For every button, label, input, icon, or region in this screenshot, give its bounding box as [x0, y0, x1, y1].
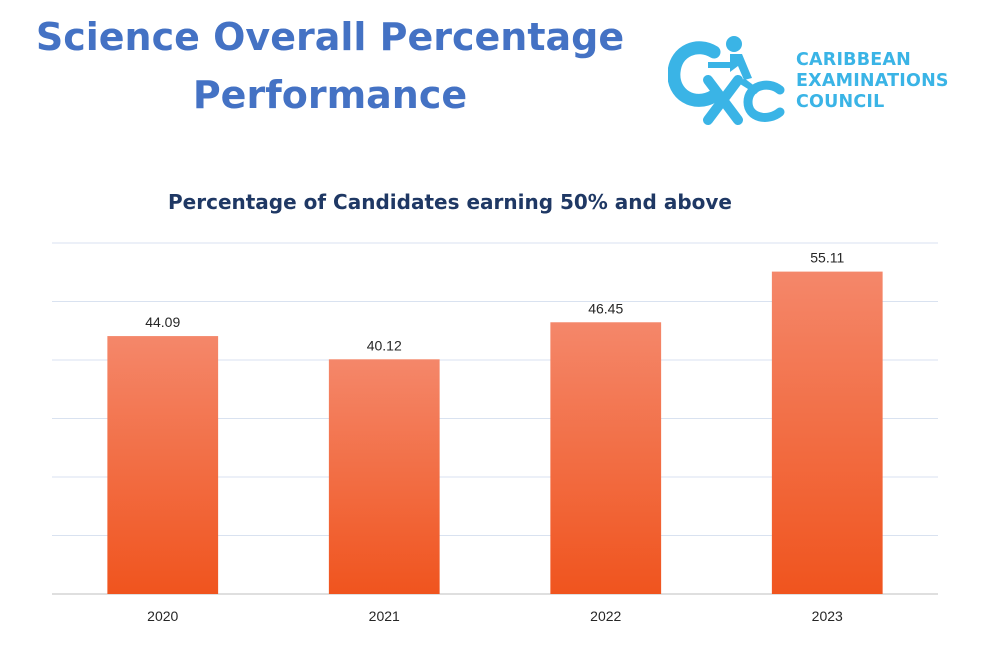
bar-2022	[550, 322, 662, 594]
cxc-logo: CARIBBEAN EXAMINATIONS COUNCIL	[668, 32, 968, 132]
page-title-line-1: Science Overall Percentage	[35, 15, 625, 59]
x-tick-2023: 2023	[812, 608, 843, 624]
x-tick-2021: 2021	[369, 608, 400, 624]
page-title-line-2: Performance	[192, 73, 468, 117]
x-tick-2020: 2020	[147, 608, 178, 624]
data-labels: 44.09 40.12 46.45 55.11	[145, 250, 844, 354]
data-label-2022: 46.45	[588, 300, 623, 316]
bar-2021	[328, 359, 440, 594]
chart-title: Percentage of Candidates earning 50% and…	[168, 190, 732, 214]
x-tick-2022: 2022	[590, 608, 621, 624]
bar-2023	[771, 271, 883, 594]
data-label-2020: 44.09	[145, 314, 180, 330]
logo-wordmark: CARIBBEAN EXAMINATIONS COUNCIL	[796, 50, 949, 113]
logo-line-examinations: EXAMINATIONS	[796, 71, 949, 91]
page-title: Science Overall Percentage Performance	[20, 8, 640, 124]
bar-2020	[107, 336, 219, 594]
logo-line-council: COUNCIL	[796, 92, 885, 112]
bars	[107, 271, 883, 594]
x-axis-ticks: 2020 2021 2022 2023	[147, 608, 843, 624]
data-label-2021: 40.12	[367, 337, 402, 353]
logo-line-caribbean: CARIBBEAN	[796, 50, 911, 70]
data-label-2023: 55.11	[810, 250, 844, 266]
cxc-logo-icon	[668, 36, 785, 125]
